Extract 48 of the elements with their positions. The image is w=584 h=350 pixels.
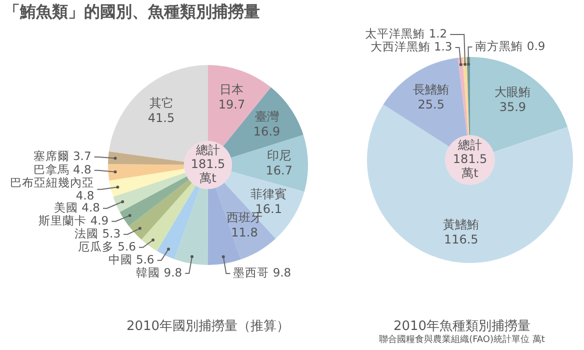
text: 2010年魚種類別捕撈量 [392, 318, 532, 334]
slice-label: 菲律賓 [250, 186, 287, 201]
data-label: 0.9 [526, 39, 546, 53]
data-label: 1.3 [434, 39, 452, 54]
slice-label: 巴拿馬 [33, 162, 70, 176]
slice-label: 臺灣 [254, 110, 279, 124]
slice-label: 墨西哥 [233, 265, 270, 280]
slice-label: 日本 [220, 82, 244, 97]
data-label: 25.5 [418, 98, 444, 112]
data-label: 1.2 [428, 26, 448, 40]
chart-title: 「鮪魚類」的國別、魚種類別捕撈量 [4, 2, 260, 23]
slice-label: 塞席爾 [33, 149, 70, 164]
slice-label: 中國 [108, 252, 132, 266]
slice-label: 其它 [149, 96, 174, 110]
data-label: 3.7 [72, 149, 92, 164]
data-label: 4.8 [82, 200, 100, 214]
slice-label: 韓國 [136, 265, 160, 280]
text: 總計 181.5 萬t [190, 143, 226, 186]
text: 2010年國別捕撈量（推算） [125, 318, 291, 335]
slice-label: 巴布亞紐幾內亞 [10, 175, 94, 190]
text: 聯合國糧食與農業組織(FAO)統計單位 萬t [378, 334, 546, 346]
data-label: 4.8 [73, 162, 92, 176]
slice-label: 厄瓜多 [78, 239, 114, 254]
data-label: 9.8 [272, 265, 292, 280]
data-label: 11.8 [231, 226, 258, 240]
slice-label: 長鰭鮪 [413, 82, 450, 97]
data-label: 5.6 [136, 252, 154, 266]
text: 總計 181.5 萬t [452, 138, 488, 180]
data-label: 41.5 [148, 111, 175, 126]
data-label: 116.5 [444, 232, 478, 246]
slice-label: 黃鰭鮪 [443, 217, 480, 232]
data-label: 16.7 [266, 163, 292, 178]
slice-label: 南方黑鮪 [475, 39, 524, 53]
data-label: 16.9 [253, 124, 280, 139]
data-label: 35.9 [499, 100, 526, 114]
slice-label: 印尼 [267, 148, 292, 162]
slice-label: 斯里蘭卡 [38, 213, 87, 228]
slice-label: 大眼鮪 [494, 85, 531, 100]
data-label: 19.7 [218, 98, 246, 112]
data-label: 5.6 [118, 239, 136, 254]
slice-label: 美國 [54, 200, 78, 214]
data-label: 9.8 [164, 265, 182, 280]
slice-label: 大西洋黑鮪 [370, 39, 430, 54]
slice-label: 太平洋黑鮪 [365, 26, 426, 40]
data-label: 5.3 [102, 226, 121, 240]
slice-label: 法國 [74, 226, 99, 240]
data-label: 4.8 [76, 188, 94, 202]
data-label: 4.9 [90, 213, 109, 228]
